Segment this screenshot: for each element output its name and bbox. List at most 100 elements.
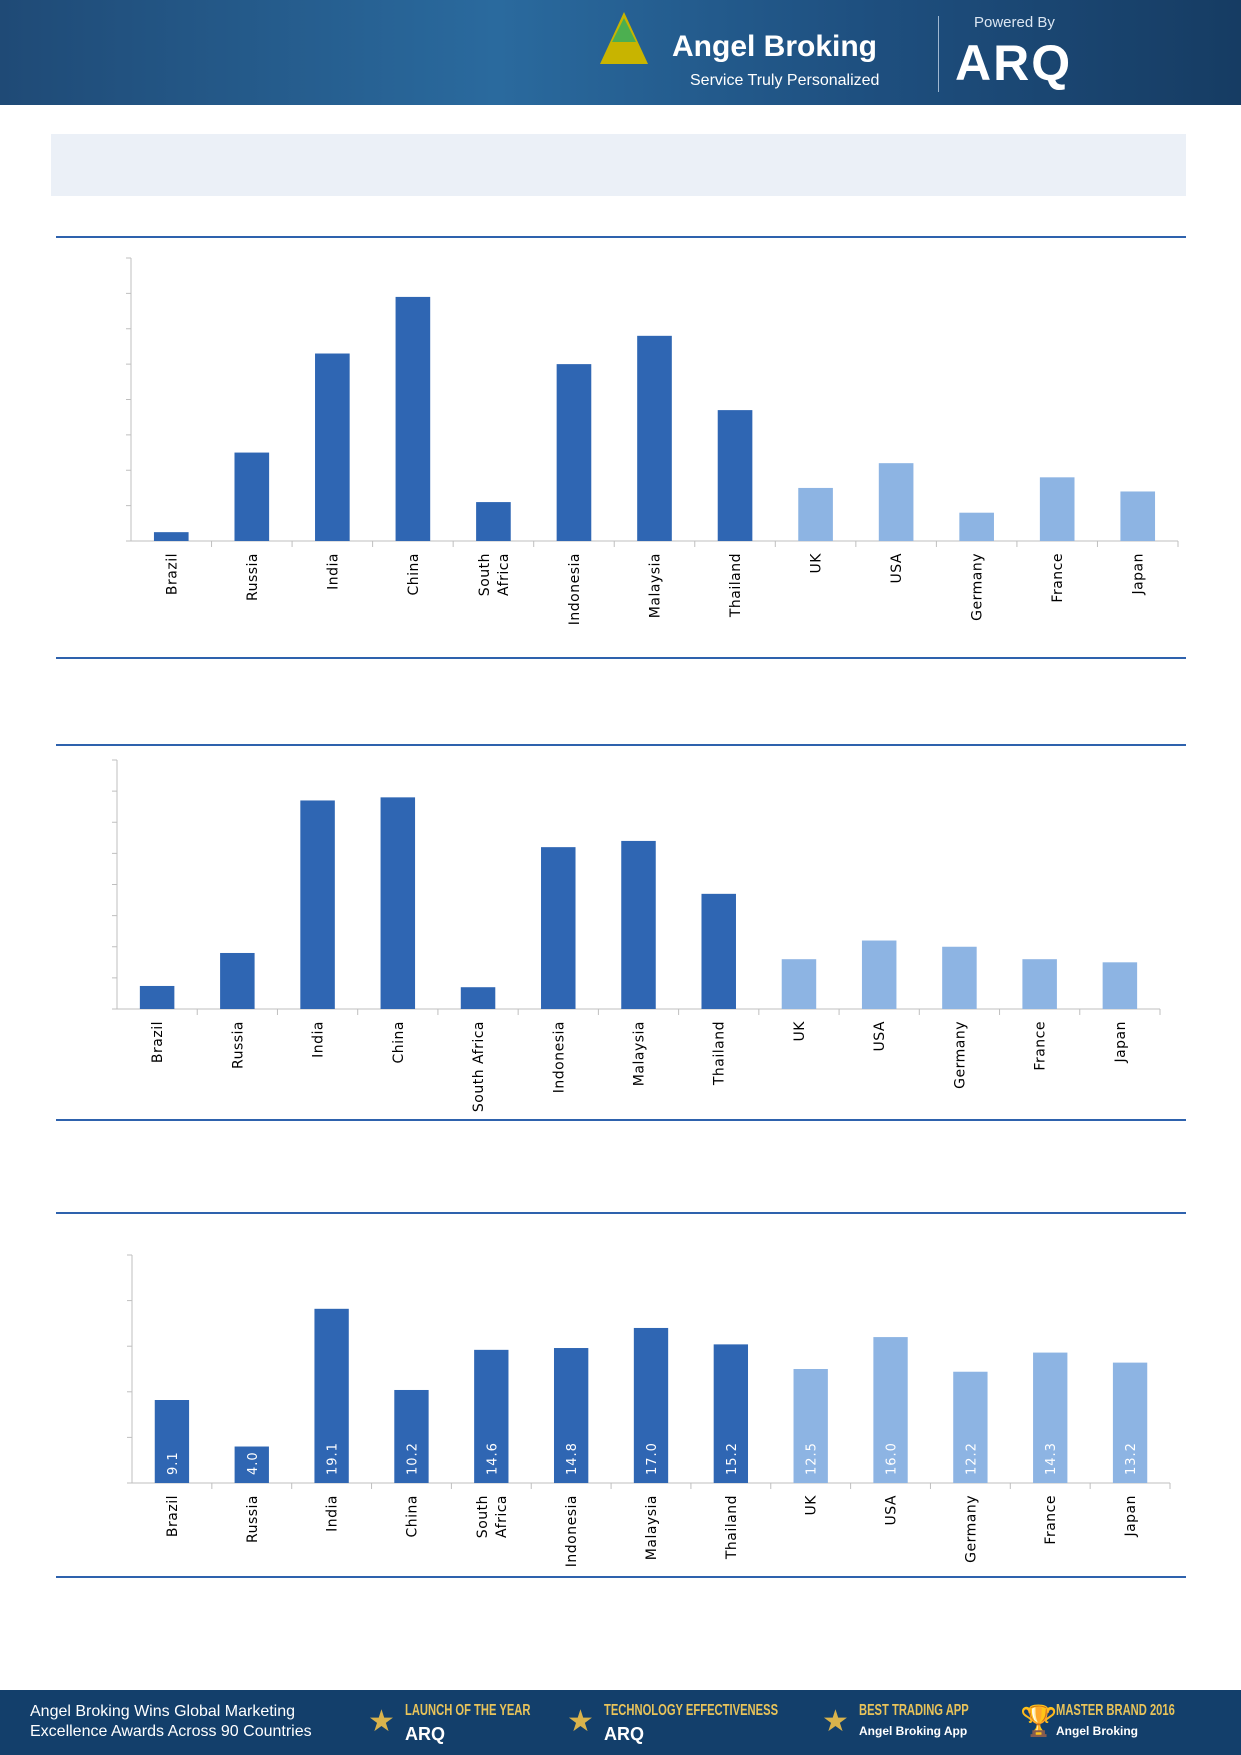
- bar-france: [1022, 959, 1057, 1009]
- rule: [56, 1119, 1186, 1121]
- x-tick-label: China: [404, 1495, 420, 1538]
- data-label: 12.5: [805, 1442, 820, 1475]
- award-title: TECHNOLOGY EFFECTIVENESS: [604, 1702, 779, 1719]
- award-brand: MASTER BRAND 2016 Angel Broking: [1056, 1702, 1226, 1738]
- rule: [56, 1212, 1186, 1214]
- header-divider: [938, 16, 939, 92]
- x-tick-label: South: [475, 1495, 491, 1538]
- bar-france: [1033, 1352, 1068, 1483]
- brand-tagline: Service Truly Personalized: [690, 72, 880, 89]
- x-tick-label: India: [325, 1495, 341, 1532]
- award-sub: ARQ: [604, 1724, 644, 1744]
- rule: [56, 744, 1186, 746]
- award-title: LAUNCH OF THE YEAR: [405, 1702, 531, 1719]
- trophy-icon: ★: [822, 1704, 849, 1739]
- award-sub: Angel Broking App: [859, 1724, 968, 1738]
- x-tick-label: Japan: [1131, 553, 1147, 596]
- x-tick-label: Brazil: [165, 1495, 181, 1537]
- angel-logo-accent-icon: [612, 18, 636, 42]
- x-tick-label: Japan: [1123, 1495, 1139, 1538]
- bar-south-africa: [476, 502, 511, 541]
- award-title: BEST TRADING APP: [859, 1702, 969, 1719]
- x-tick-label: Africa: [494, 1495, 510, 1538]
- award-title: MASTER BRAND 2016: [1056, 1702, 1175, 1719]
- data-label: 14.6: [485, 1442, 500, 1475]
- bar-south-africa: [460, 987, 496, 1009]
- data-label: 19.1: [326, 1442, 341, 1475]
- rule: [56, 236, 1186, 238]
- x-tick-label: UK: [804, 1495, 820, 1516]
- bar-thailand: [701, 893, 736, 1009]
- x-tick-label: India: [311, 1021, 327, 1058]
- award-app: BEST TRADING APP Angel Broking App: [859, 1702, 1016, 1738]
- x-tick-label: UK: [792, 1021, 808, 1042]
- award-launch: LAUNCH OF THE YEAR ARQ: [405, 1702, 584, 1745]
- trophy-icon: ★: [368, 1704, 395, 1739]
- x-tick-label: Malaysia: [648, 553, 664, 618]
- bar-china: [394, 1389, 429, 1483]
- x-tick-label: India: [325, 553, 341, 590]
- data-label: 14.3: [1044, 1442, 1059, 1475]
- x-tick-label: Thailand: [724, 1495, 740, 1560]
- bar-thailand: [717, 410, 753, 541]
- rule: [56, 657, 1186, 659]
- bar-brazil: [153, 532, 189, 541]
- x-tick-label: South Africa: [471, 1021, 487, 1112]
- x-tick-label: Brazil: [164, 553, 180, 595]
- bar-germany: [953, 1371, 988, 1483]
- bar-russia: [234, 452, 270, 541]
- bar-germany: [942, 946, 977, 1009]
- x-tick-label: France: [1050, 553, 1066, 603]
- bar-usa: [878, 463, 914, 541]
- bar-thailand: [713, 1344, 749, 1483]
- footer-text: Angel Broking Wins Global Marketing Exce…: [30, 1702, 350, 1742]
- data-label: 17.0: [645, 1442, 660, 1475]
- x-tick-label: UK: [809, 553, 825, 574]
- bar-japan: [1102, 962, 1138, 1009]
- x-tick-label: Thailand: [728, 553, 744, 618]
- x-tick-label: Russia: [245, 1495, 261, 1543]
- bar-france: [1039, 477, 1075, 541]
- x-tick-label: Thailand: [712, 1021, 728, 1086]
- data-label: 10.2: [405, 1442, 420, 1475]
- bar-russia: [234, 1446, 269, 1483]
- data-label: 13.2: [1124, 1442, 1139, 1475]
- x-tick-label: Germany: [952, 1021, 968, 1089]
- globe-trophy-icon: 🏆: [1020, 1704, 1058, 1739]
- award-sub: Angel Broking: [1056, 1724, 1139, 1738]
- data-label: 16.0: [885, 1442, 900, 1475]
- bar-china: [395, 296, 431, 541]
- chart-2: Brazil Russia India China South Africa Indone…: [112, 759, 1161, 1112]
- x-tick-label: Germany: [963, 1495, 979, 1563]
- x-tick-label: South: [477, 553, 493, 596]
- x-tick-label: Indonesia: [551, 1021, 567, 1093]
- bar-uk: [781, 959, 817, 1009]
- x-tick-label: USA: [872, 1021, 888, 1051]
- bar-germany: [959, 512, 994, 541]
- x-tick-label: France: [1033, 1021, 1049, 1071]
- bar-china: [380, 797, 416, 1009]
- bar-uk: [793, 1369, 828, 1483]
- x-tick-label: China: [391, 1021, 407, 1064]
- x-tick-label: Malaysia: [632, 1021, 648, 1086]
- x-tick-label: Indonesia: [567, 553, 583, 625]
- data-label: 4.0: [246, 1451, 261, 1475]
- footer-line-2: Excellence Awards Across 90 Countries: [30, 1723, 312, 1740]
- bar-india: [315, 353, 350, 541]
- footer-line-1: Angel Broking Wins Global Marketing: [30, 1703, 296, 1720]
- chart-3: 9.1 Brazil 4.0 Russia 19.1 India 10.2 China 14.6…: [127, 1254, 1171, 1567]
- chart-1: Brazil Russia India China South Africa Indones…: [126, 257, 1179, 625]
- x-tick-label: Malaysia: [644, 1495, 660, 1560]
- bar-indonesia: [541, 847, 576, 1009]
- x-tick-label: China: [406, 553, 422, 596]
- title-box: [51, 134, 1186, 196]
- x-tick-label: Russia: [245, 553, 261, 601]
- trophy-icon: ★: [567, 1704, 594, 1739]
- data-label: 14.8: [565, 1442, 580, 1475]
- brand-name: Angel Broking: [672, 30, 878, 63]
- x-tick-label: USA: [884, 1495, 900, 1525]
- bar-malaysia: [621, 840, 656, 1009]
- bar-brazil: [139, 985, 175, 1009]
- award-tech: TECHNOLOGY EFFECTIVENESS ARQ: [604, 1702, 853, 1745]
- bar-usa: [861, 940, 897, 1009]
